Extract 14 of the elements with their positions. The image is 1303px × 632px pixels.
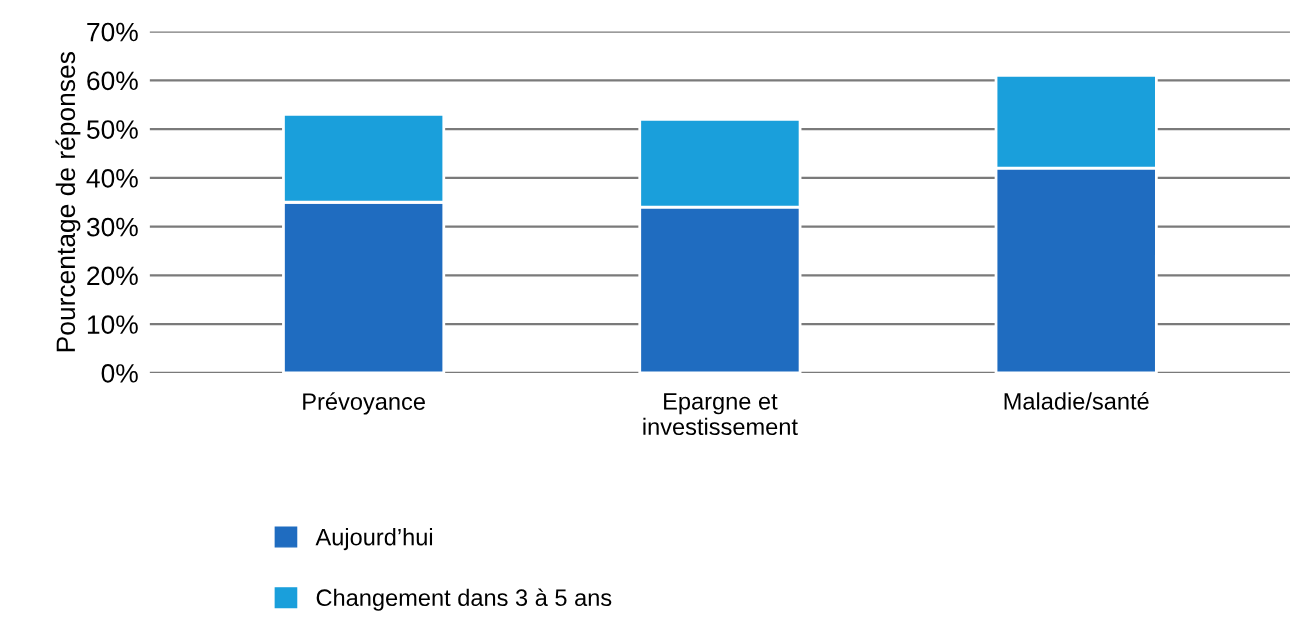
- y-tick-label: 10%: [87, 315, 138, 334]
- y-tick-label: 0%: [101, 364, 138, 383]
- legend-label: Changement dans 3 à 5 ans: [316, 588, 612, 611]
- y-tick-label: 50%: [86, 120, 138, 139]
- y-tick-label: 70%: [87, 22, 138, 42]
- x-tick-label: Prévoyance: [303, 392, 425, 415]
- x-tick-label: Maladie/santé: [1004, 392, 1149, 410]
- y-tick-label: 40%: [86, 169, 138, 188]
- legend-label: Aujourd’hui: [315, 528, 433, 551]
- y-tick-label: 30%: [86, 217, 138, 237]
- x-tick-label: Epargne et investissement: [643, 393, 798, 436]
- y-tick-label: 60%: [87, 71, 138, 91]
- y-tick-label: 20%: [87, 266, 138, 286]
- y-axis-title: Pourcentage de réponses: [55, 52, 81, 352]
